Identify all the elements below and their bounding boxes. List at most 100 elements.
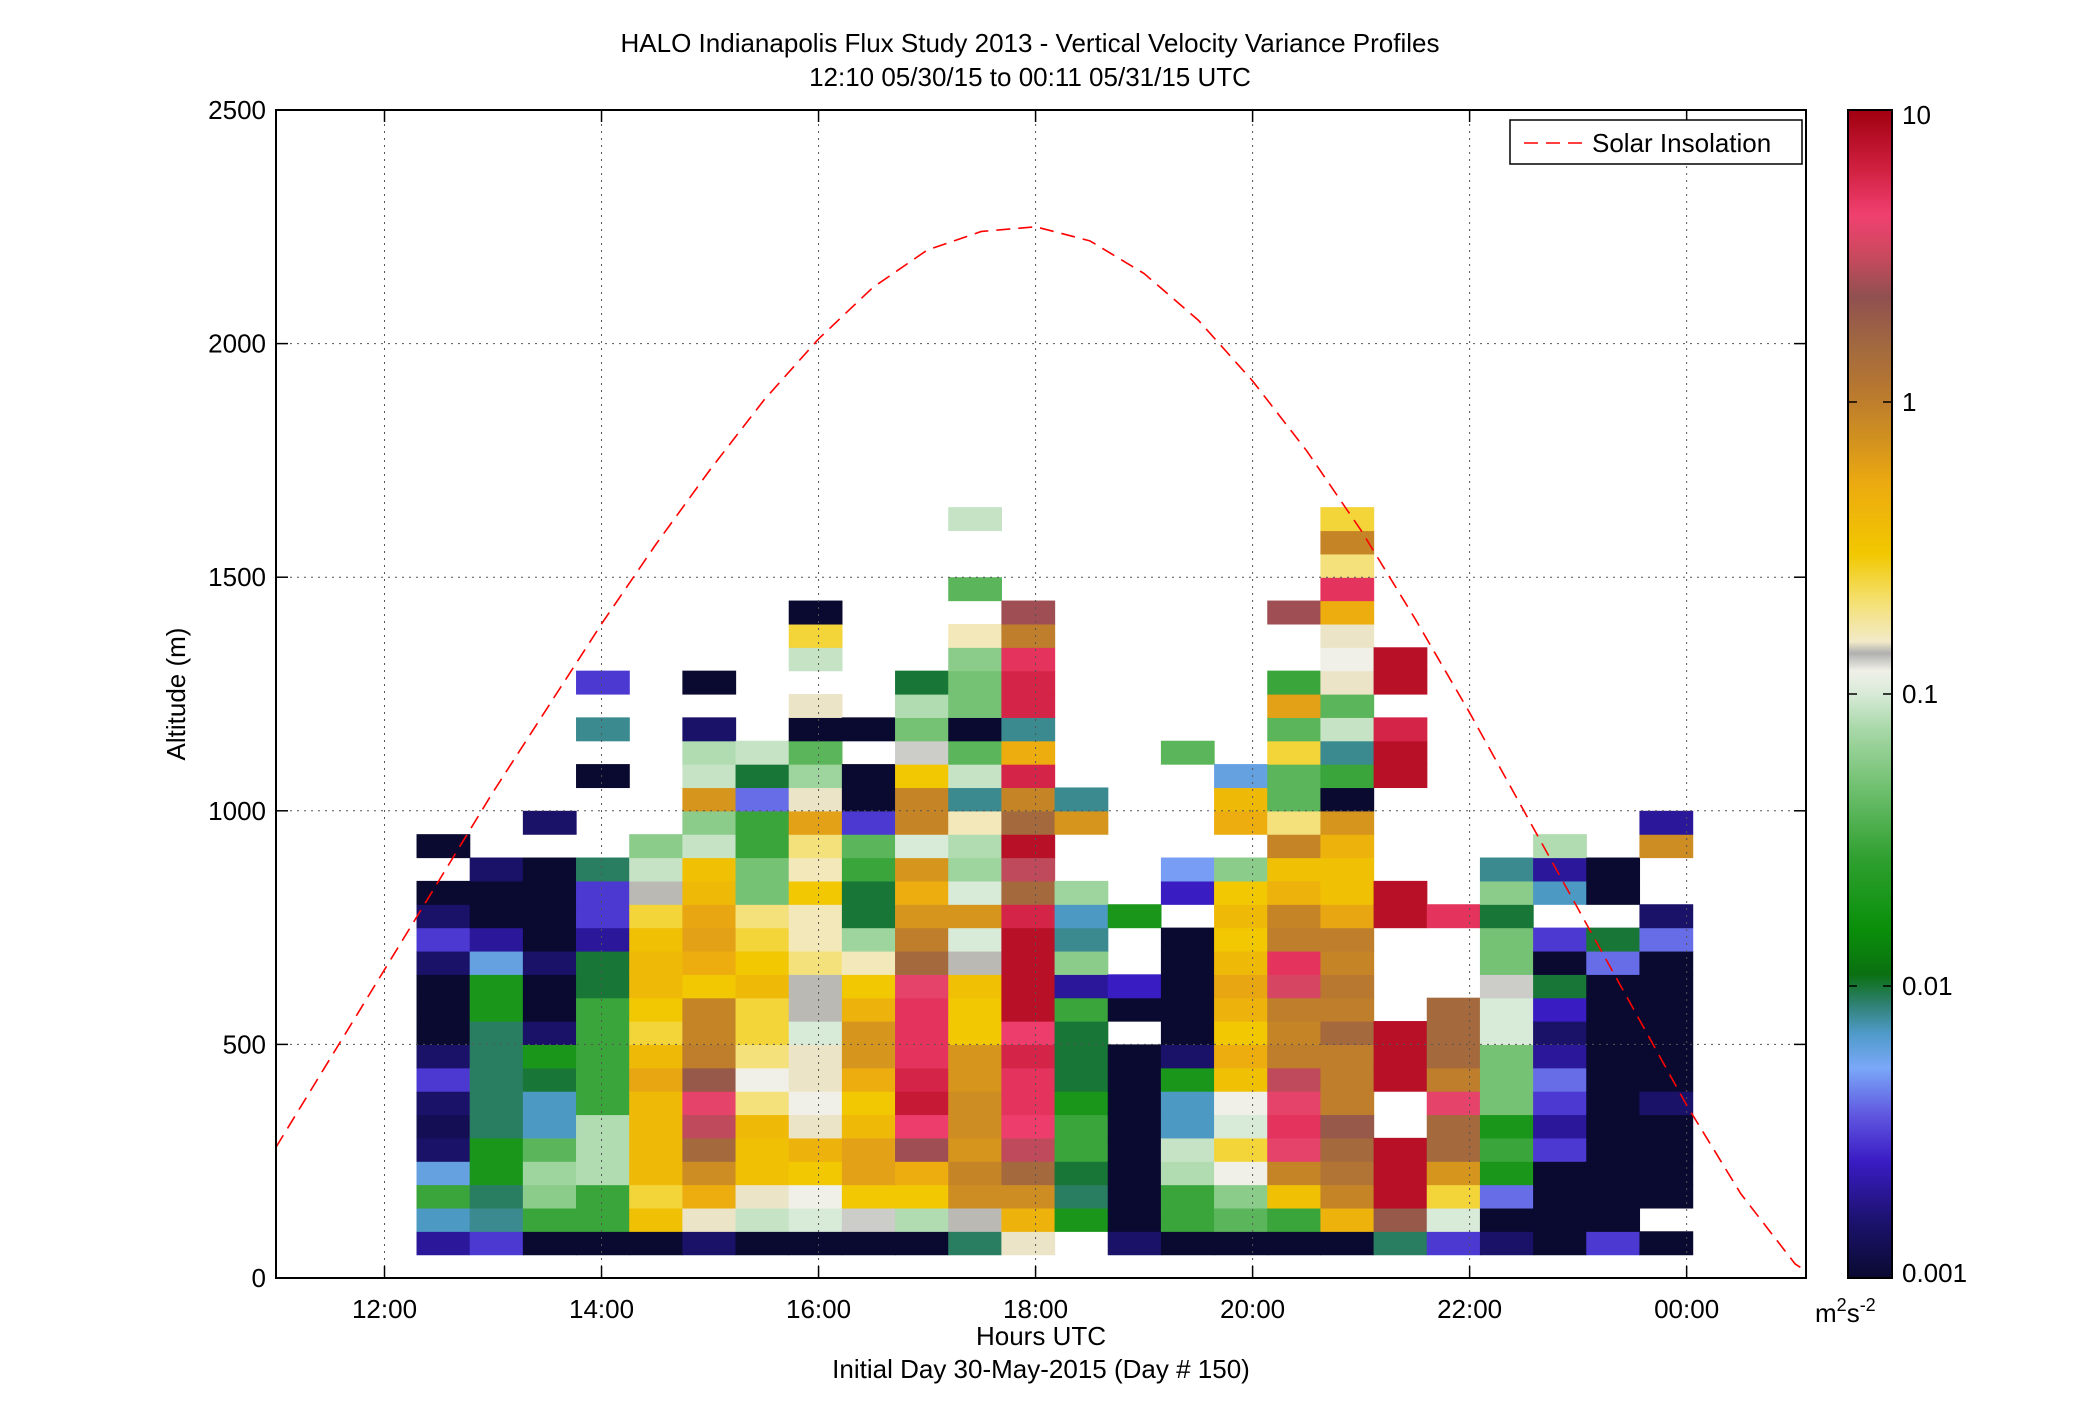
heatmap-cell — [522, 1021, 577, 1045]
heatmap-cell — [735, 810, 790, 835]
heatmap-cell — [788, 717, 843, 742]
heatmap-cell — [1320, 1161, 1375, 1186]
heatmap-cell — [469, 1044, 524, 1069]
heatmap-cell — [1479, 1114, 1534, 1139]
y-tick-label: 500 — [223, 1029, 266, 1059]
heatmap-cell — [948, 717, 1002, 742]
heatmap-cell — [629, 1067, 683, 1092]
heatmap-cell — [629, 904, 683, 929]
heatmap-cell — [416, 1231, 471, 1256]
heatmap-cell — [841, 1161, 896, 1186]
legend-box — [1509, 119, 1803, 165]
heatmap-cell — [1639, 810, 1694, 835]
heatmap-cell — [682, 904, 737, 929]
heatmap-cell — [1320, 927, 1375, 952]
heatmap-cell — [788, 1044, 843, 1069]
heatmap-cell — [469, 997, 524, 1022]
heatmap-cell — [522, 1091, 577, 1116]
heatmap-cell — [841, 717, 896, 742]
heatmap-cell — [1373, 670, 1428, 695]
heatmap-cell — [522, 904, 577, 929]
heatmap-cell — [735, 904, 790, 929]
heatmap-cell — [1160, 997, 1215, 1022]
heatmap-cell — [416, 834, 471, 859]
heatmap-cell — [1320, 950, 1375, 975]
heatmap-cell — [1214, 1067, 1268, 1092]
heatmap-cell — [576, 880, 630, 905]
heatmap-cell — [1479, 1067, 1534, 1092]
heatmap-cell — [1586, 1091, 1641, 1116]
heatmap-cell — [469, 1137, 524, 1162]
heatmap-cell — [1267, 834, 1322, 859]
heatmap-cell — [522, 810, 577, 835]
heatmap-cell — [576, 717, 630, 742]
heatmap-cell — [1426, 1161, 1481, 1186]
heatmap-cell — [735, 764, 790, 789]
heatmap-cell — [682, 1114, 737, 1139]
heatmap-cell — [1267, 1207, 1322, 1232]
heatmap-cell — [1533, 950, 1587, 975]
heatmap-cell — [469, 950, 524, 975]
heatmap-cell — [895, 1091, 949, 1116]
heatmap-cell — [1107, 1231, 1162, 1256]
heatmap-cell — [682, 810, 737, 835]
legend: Solar Insolation — [1509, 119, 1803, 165]
heatmap-cell — [1533, 974, 1587, 999]
axis-ticks: 12:00 14:00 16:00 18:00 20:00 22:00 00:00 0 500 1… — [208, 95, 1806, 1324]
heatmap-cell — [788, 1207, 843, 1232]
heatmap-cell — [1054, 997, 1109, 1022]
heatmap-cell — [1054, 1137, 1109, 1162]
heatmap-cell — [682, 1044, 737, 1069]
heatmap-cell — [416, 1137, 471, 1162]
heatmap-cell — [1586, 1184, 1641, 1209]
heatmap-cell — [576, 857, 630, 882]
heatmap-cell — [1426, 1091, 1481, 1116]
heatmap-cell — [1586, 1044, 1641, 1069]
heatmap-cell — [416, 1161, 471, 1186]
solar-insolation-line — [275, 225, 1807, 1272]
heatmap-cell — [682, 997, 737, 1022]
heatmap-cell — [1001, 1184, 1056, 1209]
heatmap-cell — [1054, 1207, 1109, 1232]
heatmap-cell — [1054, 1044, 1109, 1069]
heatmap-cell — [841, 1184, 896, 1209]
heatmap-cell — [469, 1184, 524, 1209]
heatmap-cell — [1214, 1044, 1268, 1069]
heatmap-cell — [1586, 997, 1641, 1022]
heatmap-cell — [1479, 1091, 1534, 1116]
heatmap-cell — [735, 880, 790, 905]
heatmap-cell — [1214, 857, 1268, 882]
heatmap-cell — [1320, 764, 1375, 789]
heatmap-cell — [948, 623, 1002, 648]
heatmap-cell — [735, 834, 790, 859]
heatmap-cell — [895, 670, 949, 695]
heatmap-cell — [735, 1067, 790, 1092]
heatmap-cell — [1001, 1067, 1056, 1092]
heatmap-cell — [735, 1114, 790, 1139]
heatmap-cell — [522, 1207, 577, 1232]
heatmap-cell — [1639, 1021, 1694, 1045]
heatmap-cell — [788, 950, 843, 975]
heatmap-cell — [1533, 1184, 1587, 1209]
heatmap-cell — [682, 764, 737, 789]
heatmap-cell — [948, 787, 1002, 812]
heatmap-cell — [1533, 857, 1587, 882]
heatmap-cell — [1107, 1207, 1162, 1232]
heatmap-cell — [788, 1067, 843, 1092]
heatmap-cell — [629, 1231, 683, 1256]
heatmap-cell — [735, 857, 790, 882]
heatmap-cell — [629, 880, 683, 905]
heatmap-cell — [1267, 880, 1322, 905]
heatmap-cell — [629, 997, 683, 1022]
x-tick-label: 12:00 — [352, 1294, 417, 1324]
heatmap-cell — [416, 880, 471, 905]
heatmap-cell — [522, 857, 577, 882]
heatmap-cell — [1001, 997, 1056, 1022]
heatmap-cell — [1533, 997, 1587, 1022]
heatmap-cell — [682, 787, 737, 812]
heatmap-cell — [895, 1114, 949, 1139]
heatmap-cell — [1320, 553, 1375, 578]
heatmap-cell — [1479, 1044, 1534, 1069]
heatmap-cell — [788, 997, 843, 1022]
